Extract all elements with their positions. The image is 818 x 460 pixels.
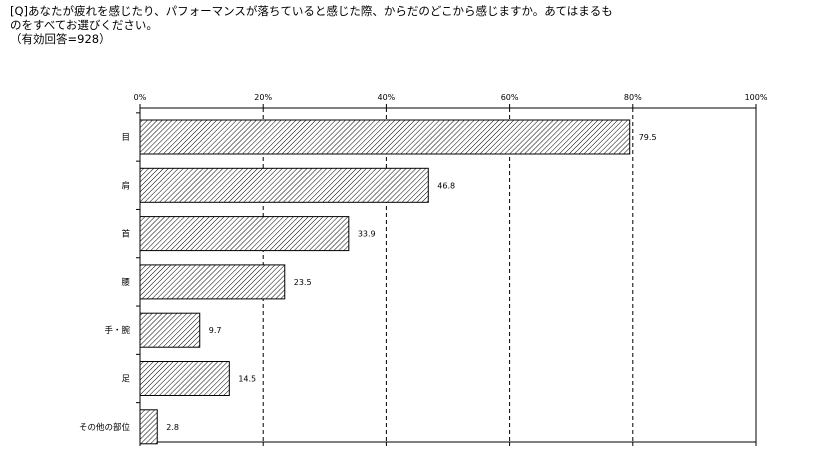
question-text: [Q]あなたが疲れを感じたり、パフォーマンスが落ちていると感じた際、からだのどこ… (10, 4, 810, 46)
bar (139, 119, 631, 155)
value-label: 23.5 (294, 278, 312, 287)
bar (139, 264, 286, 300)
bars-layer (139, 119, 631, 445)
value-label: 79.5 (639, 133, 657, 142)
grid-layer (262, 108, 634, 442)
value-label: 33.9 (358, 230, 376, 239)
value-label: 46.8 (437, 181, 455, 190)
category-label: 手・腕 (104, 325, 130, 336)
x-tick-label: 80% (624, 93, 642, 102)
question-line-2: のをすべてお選びください。 (10, 18, 158, 32)
category-label: 目 (121, 133, 130, 143)
bar (139, 409, 158, 445)
x-axis-ticks: 0% 20% 40% 60% 80% 100% (134, 93, 768, 446)
x-tick-label: 0% (134, 93, 147, 102)
category-label: 首 (121, 229, 130, 240)
x-tick-label: 100% (745, 93, 768, 102)
value-label: 2.8 (166, 423, 179, 432)
bar (139, 167, 429, 203)
x-tick-label: 40% (378, 93, 396, 102)
value-labels: 79.5 46.8 33.9 23.5 9.7 14.5 2.8 (166, 133, 656, 432)
x-tick-label: 60% (501, 93, 519, 102)
category-label: その他の部位 (79, 422, 131, 433)
bar (139, 312, 201, 348)
category-label: 足 (121, 375, 130, 385)
category-label: 腰 (121, 278, 130, 288)
bar (139, 361, 230, 396)
category-label: 肩 (121, 180, 130, 191)
bar (139, 216, 350, 252)
question-line-1: [Q]あなたが疲れを感じたり、パフォーマンスが落ちていると感じた際、からだのどこ… (10, 4, 613, 18)
x-tick-label: 20% (254, 93, 272, 102)
question-line-3: （有効回答=928） (10, 32, 111, 46)
value-label: 14.5 (238, 375, 256, 384)
value-label: 9.7 (209, 326, 222, 335)
